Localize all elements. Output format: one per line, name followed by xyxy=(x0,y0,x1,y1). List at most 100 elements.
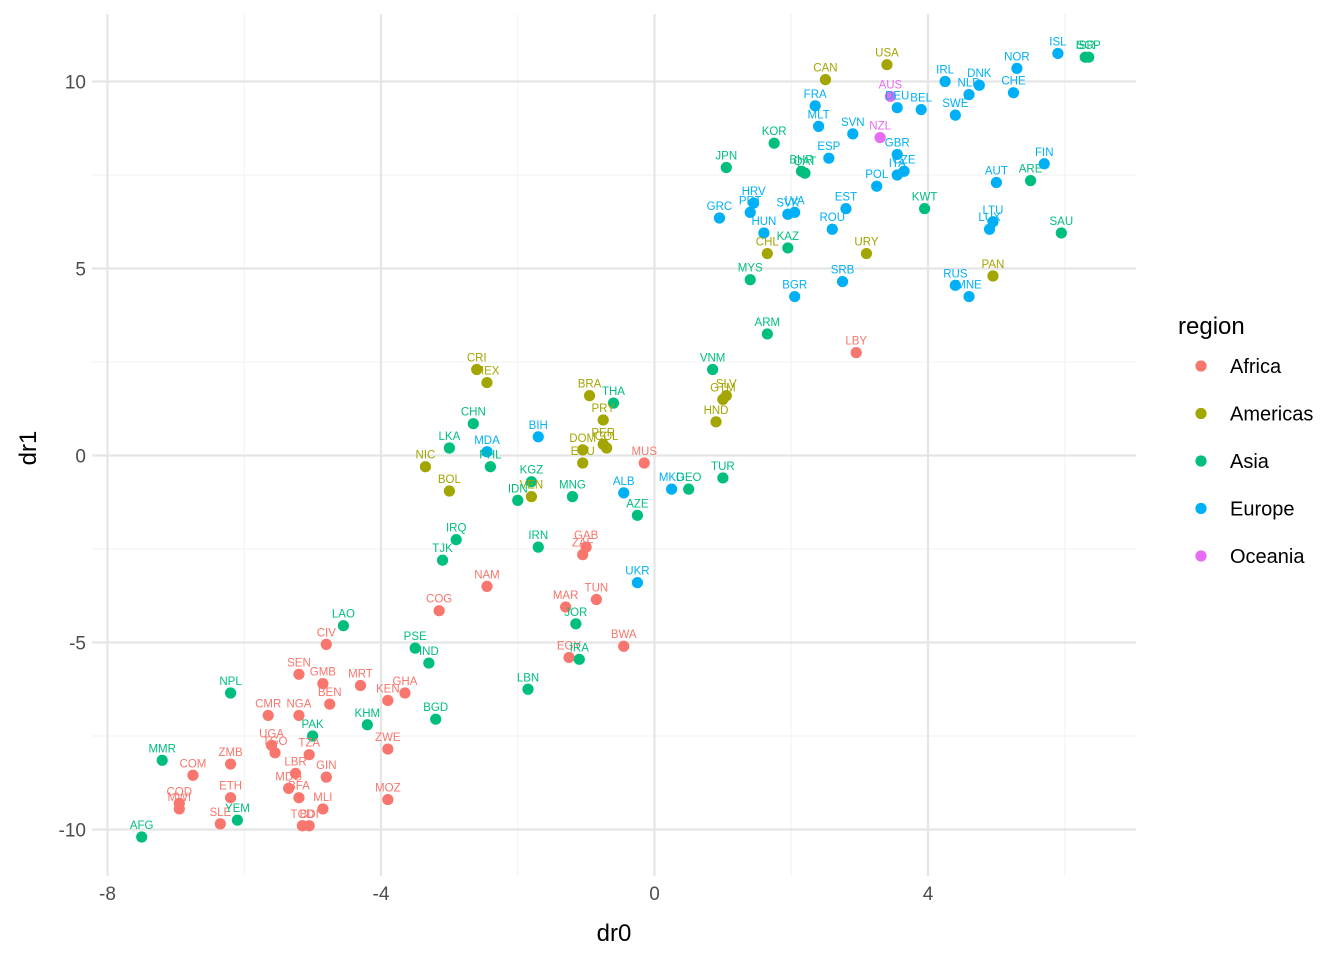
grid-major xyxy=(92,14,1136,876)
legend-key xyxy=(1195,550,1207,562)
data-point xyxy=(707,363,719,376)
data-point-label: FRA xyxy=(804,89,827,101)
grid-minor xyxy=(92,14,1136,876)
legend-title: region xyxy=(1178,313,1245,340)
data-point-label: ARM xyxy=(755,317,781,329)
data-point-label: BFA xyxy=(288,781,310,793)
data-point-label: COM xyxy=(180,758,207,770)
data-point xyxy=(1038,158,1050,170)
data-point-label: KOR xyxy=(762,126,787,138)
data-point-label: NIC xyxy=(416,450,436,462)
data-point-label: SRB xyxy=(831,265,855,277)
data-point xyxy=(949,279,961,291)
data-point-label: UKR xyxy=(625,566,649,578)
data-point-label: URY xyxy=(854,237,878,249)
data-point xyxy=(717,472,729,484)
data-point xyxy=(891,148,903,161)
data-point-label: CMR xyxy=(255,698,281,710)
data-point-label: ZAF xyxy=(572,538,594,550)
data-point-label: CZE xyxy=(893,154,916,166)
data-point-label: MYS xyxy=(738,263,763,275)
data-point-label: MRT xyxy=(348,669,373,681)
data-point-label: JOR xyxy=(564,607,587,619)
data-point xyxy=(293,668,305,680)
legend-label: Asia xyxy=(1230,451,1270,473)
data-point xyxy=(1007,87,1020,99)
data-point-label: ARE xyxy=(1019,164,1043,176)
data-point xyxy=(860,247,873,260)
data-point-label: MWI xyxy=(167,792,191,804)
data-point-label: NOR xyxy=(1004,51,1030,63)
data-point-label: GEO xyxy=(676,472,702,484)
data-point xyxy=(303,749,315,761)
data-point xyxy=(720,161,732,174)
data-point xyxy=(577,457,589,469)
data-point-label: MMR xyxy=(148,743,175,755)
data-point xyxy=(512,494,524,506)
data-point-label: LKA xyxy=(439,431,461,443)
data-point xyxy=(987,270,999,282)
data-point-label: UGA xyxy=(259,728,284,740)
legend-label: Europe xyxy=(1230,499,1295,521)
data-point-label: AZE xyxy=(626,498,649,510)
x-axis-title: dr0 xyxy=(597,920,632,947)
data-point-label: PSE xyxy=(404,631,427,643)
data-point-label: SWE xyxy=(942,98,969,110)
data-point-label: MOZ xyxy=(375,783,401,795)
data-point xyxy=(963,290,975,303)
data-point-label: QAT xyxy=(794,156,817,168)
data-point-label: VEN xyxy=(520,480,544,492)
data-point-label: ECU xyxy=(571,446,595,458)
data-point xyxy=(915,103,927,116)
data-point-label: LBR xyxy=(284,756,306,768)
data-point-label: JPN xyxy=(715,151,737,163)
data-point xyxy=(382,793,394,806)
data-point xyxy=(1083,51,1095,63)
data-point-label: ZWE xyxy=(375,732,401,744)
data-point xyxy=(361,719,373,731)
data-point-label: LTU xyxy=(983,205,1004,217)
data-point-label: MUS xyxy=(631,446,657,458)
data-points xyxy=(136,47,1095,843)
data-point-label: GAB xyxy=(574,530,599,542)
data-point xyxy=(939,75,951,88)
data-point xyxy=(898,165,910,177)
data-point-label: CHE xyxy=(1001,76,1026,88)
data-point xyxy=(382,743,394,755)
data-point xyxy=(1011,62,1023,75)
data-point-label: COG xyxy=(426,594,452,606)
data-point xyxy=(949,109,961,121)
x-tick-label: -4 xyxy=(373,884,390,905)
data-point xyxy=(884,90,896,103)
data-point-label: TZA xyxy=(298,738,320,750)
data-point-label: GBR xyxy=(885,137,910,149)
data-point-label: LUX xyxy=(978,212,1001,224)
y-tick-label: 10 xyxy=(65,73,86,94)
data-point-label: ESP xyxy=(817,141,840,153)
data-point xyxy=(324,698,336,710)
data-point xyxy=(847,128,859,140)
y-tick-label: -10 xyxy=(59,821,86,842)
data-point xyxy=(423,657,435,669)
data-point xyxy=(710,416,722,428)
data-point-label: IRA xyxy=(570,642,590,654)
data-point-label: PER xyxy=(591,427,615,439)
data-point xyxy=(337,620,349,632)
data-point xyxy=(713,212,726,224)
data-point-label: DEU xyxy=(885,91,909,103)
data-point-label: ALB xyxy=(613,476,635,488)
data-point-label: HUN xyxy=(751,216,776,228)
data-point xyxy=(382,694,394,707)
x-tick-label: -8 xyxy=(99,884,116,905)
data-point xyxy=(289,767,302,780)
data-point xyxy=(840,203,852,215)
data-point xyxy=(471,363,483,376)
data-point-label: LVA xyxy=(785,195,805,207)
data-point-label: NZL xyxy=(869,121,891,133)
data-point xyxy=(990,176,1002,189)
data-point xyxy=(320,771,332,783)
data-point xyxy=(354,679,367,692)
data-point xyxy=(744,274,756,286)
data-point xyxy=(433,605,445,617)
data-point xyxy=(823,152,835,164)
